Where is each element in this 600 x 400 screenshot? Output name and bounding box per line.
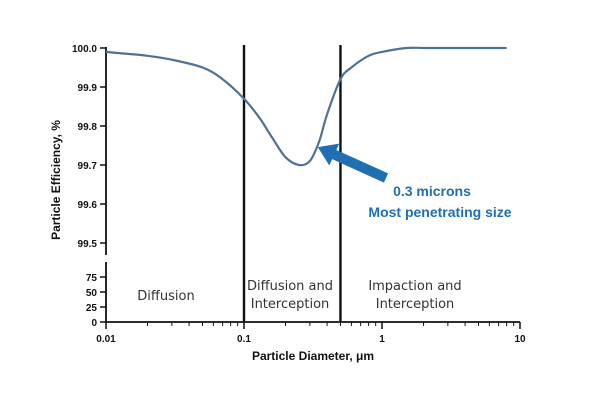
y-tick-label: 0: [91, 318, 97, 329]
region-label-diffusion: Diffusion: [137, 289, 194, 304]
y-tick-label: 99.9: [78, 83, 98, 94]
y-tick-label: 100.0: [72, 44, 97, 55]
region-label-diffusion-interception-2: Interception: [251, 297, 330, 312]
y-axis-title: Particle Efficiency, %: [49, 120, 63, 240]
x-axis-title: Particle Diameter, μm: [252, 349, 374, 363]
x-ticks: 0.01 0.1 1 10: [96, 322, 526, 345]
y-tick-label: 75: [86, 273, 98, 284]
y-tick-label: 50: [86, 288, 98, 299]
x-tick-label: 0.01: [96, 334, 116, 345]
y-tick-label: 99.6: [78, 200, 98, 211]
region-dividers: [242, 45, 342, 322]
callout-arrow-icon: [317, 143, 389, 183]
x-tick-label: 0.1: [237, 334, 251, 345]
callout-line1: 0.3 microns: [393, 183, 471, 199]
y-tick-label: 99.8: [78, 122, 98, 133]
region-label-impaction-interception-2: Interception: [376, 297, 455, 312]
region-label-impaction-interception-1: Impaction and: [368, 279, 461, 294]
x-tick-label: 1: [379, 334, 385, 345]
y-ticks: 100.0 99.9 99.8 99.7 99.6 99.5 75 50 25 0: [72, 44, 106, 329]
region-label-diffusion-interception-1: Diffusion and: [247, 279, 333, 294]
x-tick-label: 10: [514, 334, 526, 345]
callout-line2: Most penetrating size: [368, 204, 511, 220]
y-tick-label: 99.7: [78, 161, 98, 172]
y-tick-label: 99.5: [78, 239, 98, 250]
efficiency-curve: [105, 46, 507, 167]
y-tick-label: 25: [86, 303, 98, 314]
